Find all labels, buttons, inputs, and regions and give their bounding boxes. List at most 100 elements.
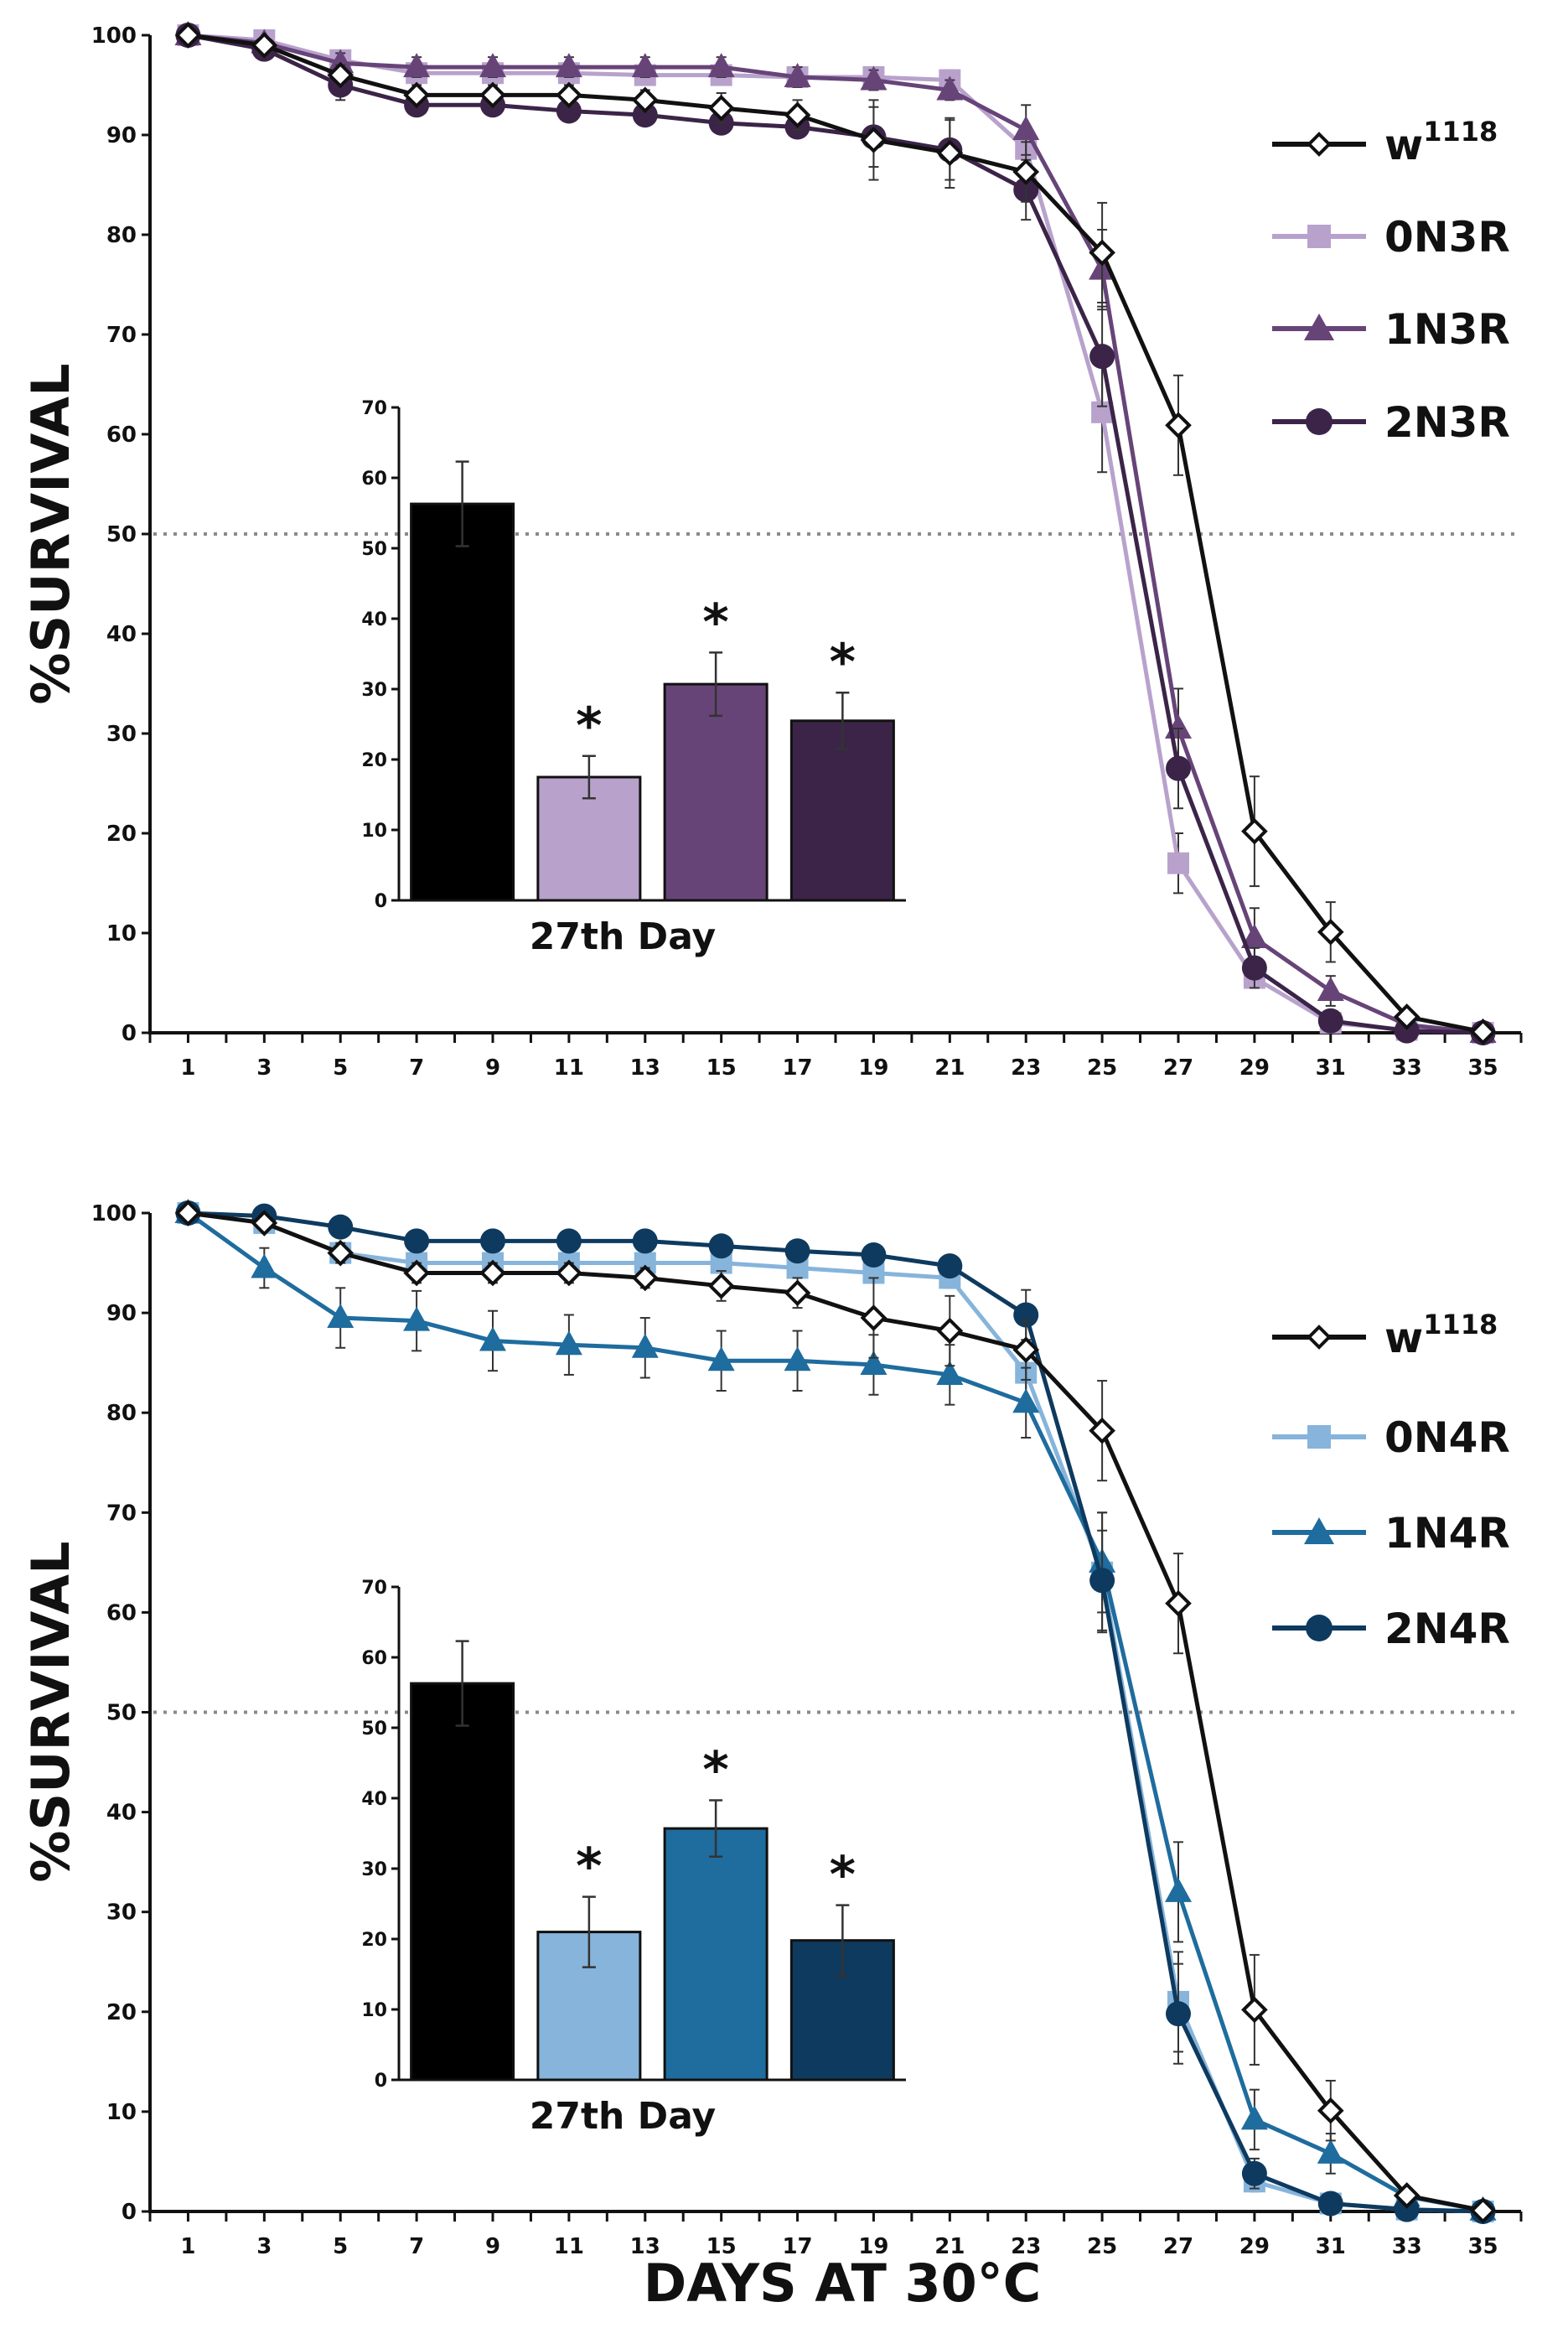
inset-y-tick-label: 50: [361, 539, 387, 560]
data-point: [1165, 1877, 1192, 1902]
y-tick-label: 80: [106, 1401, 137, 1426]
legend-item-0N3R: 0N3R: [1272, 213, 1510, 262]
inset-y-tick-label: 20: [361, 750, 387, 771]
x-tick-label: 15: [706, 2234, 737, 2259]
circle-marker-icon: [1306, 1615, 1333, 1641]
inset-bar-chart-bottom: 0 10 20 30 40 50 60 70 * * * 27th Day: [361, 1578, 906, 2138]
data-point: [1012, 158, 1040, 185]
inset-y-tick-label: 10: [361, 821, 387, 842]
inset-y-ticks: 0 10 20 30 40 50 60 70: [361, 398, 399, 912]
data-point: [328, 1214, 354, 1240]
inset-y-tick-label: 70: [361, 1578, 387, 1599]
x-tick-label: 29: [1239, 2234, 1270, 2259]
legend: w1118 0N3R 1N3R 2N3R: [1272, 116, 1510, 447]
inset-bars: * * *: [410, 460, 895, 902]
legend-item-2N4R: 2N4R: [1272, 1605, 1510, 1653]
data-point: [327, 1304, 354, 1329]
inset-y-tick-label: 40: [361, 1789, 387, 1810]
x-tick-label: 17: [782, 2234, 812, 2259]
significance-star: *: [576, 1838, 602, 1896]
legend-item-w1118: w1118: [1272, 116, 1498, 169]
inset-bar-w1118: [410, 1640, 515, 2082]
data-point: [404, 1228, 430, 1254]
data-point: [860, 65, 887, 91]
data-point: [1240, 923, 1268, 948]
x-axis-label: DAYS AT 30°C: [644, 2253, 1041, 2314]
data-point: [860, 1304, 887, 1331]
data-point: [1241, 1996, 1268, 2024]
inset-bar-1N4R: *: [663, 1741, 768, 2082]
inset-bar: [663, 682, 768, 902]
series-line: [186, 1211, 1484, 2213]
data-point: [403, 1259, 430, 1287]
data-point: [1089, 239, 1115, 267]
inset-y-tick-label: 30: [361, 680, 387, 701]
series-line: [187, 33, 1483, 1035]
square-marker-icon: [1307, 1425, 1331, 1449]
diamond-marker-icon: [1307, 1325, 1332, 1350]
series-w1118: [174, 1200, 1497, 2224]
data-point: [1012, 1388, 1040, 1413]
data-point: [784, 1279, 811, 1307]
x-tick-label: 9: [485, 1055, 500, 1081]
legend-item-w1118: w1118: [1272, 1309, 1498, 1362]
y-tick-label: 10: [106, 2100, 137, 2125]
x-tick-label: 13: [630, 1055, 660, 1081]
y-tick-label: 40: [106, 1801, 137, 1826]
data-point: [707, 95, 735, 122]
data-point: [1241, 955, 1267, 981]
x-tick-label: 11: [554, 2234, 584, 2259]
inset-bar: [410, 1682, 515, 2082]
inset-bar-0N4R: *: [536, 1838, 642, 2082]
triangle-marker-icon: [1304, 1517, 1334, 1544]
x-tick-label: 7: [409, 1055, 424, 1081]
x-tick-label: 23: [1011, 2234, 1041, 2259]
data-point: [1317, 2139, 1344, 2164]
data-point: [1469, 1018, 1497, 1045]
inset-y-tick-label: 10: [361, 2000, 387, 2021]
inset-y-ticks: 0 10 20 30 40 50 60 70: [361, 1578, 399, 2092]
inset-x-label: 27th Day: [530, 915, 716, 958]
data-point: [403, 1306, 431, 1331]
x-tick-label: 31: [1316, 1055, 1346, 1081]
data-point: [631, 86, 659, 114]
data-point: [174, 1200, 202, 1226]
data-point: [479, 1259, 506, 1287]
inset-bar: [789, 719, 895, 902]
y-ticks: 0 10 20 30 40 50 60 70 80 90 100: [91, 23, 150, 1046]
inset-y-tick-label: 20: [361, 1930, 387, 1951]
data-point: [1089, 344, 1115, 370]
legend-item-1N4R: 1N4R: [1272, 1509, 1510, 1558]
data-point: [707, 1273, 735, 1299]
significance-star: *: [702, 1741, 728, 1800]
data-point: [251, 1253, 278, 1278]
data-point: [631, 1264, 659, 1292]
legend-label: 2N3R: [1384, 398, 1510, 447]
y-tick-label: 30: [106, 1900, 137, 1926]
legend-label: 1N4R: [1384, 1509, 1510, 1558]
inset-y-tick-label: 40: [361, 609, 387, 630]
x-tick-label: 33: [1392, 1055, 1422, 1081]
data-point: [1240, 2105, 1268, 2130]
data-point: [556, 1259, 582, 1287]
data-point: [708, 1233, 734, 1259]
inset-bar: [410, 502, 515, 902]
data-point: [1317, 977, 1344, 1002]
y-tick-label: 60: [106, 1600, 137, 1625]
legend-item-2N3R: 2N3R: [1272, 398, 1510, 447]
inset-bar-2N3R: *: [789, 633, 895, 902]
legend: w1118 0N4R 1N4R 2N4R: [1272, 1309, 1510, 1653]
data-point: [327, 1239, 354, 1267]
data-point: [555, 1330, 582, 1356]
data-point: [1013, 1302, 1039, 1328]
x-tick-label: 31: [1316, 2234, 1346, 2259]
data-point: [1241, 817, 1268, 845]
x-ticks: 1 3 5 7 9 11 13 15 17 19 21 23 25 27 29 31 33 35: [148, 1033, 1523, 1081]
legend-item-1N3R: 1N3R: [1272, 305, 1510, 354]
square-marker-icon: [1307, 225, 1331, 248]
data-point: [1241, 2160, 1267, 2186]
x-tick-label: 35: [1467, 1055, 1498, 1081]
data-point: [1317, 2097, 1344, 2124]
